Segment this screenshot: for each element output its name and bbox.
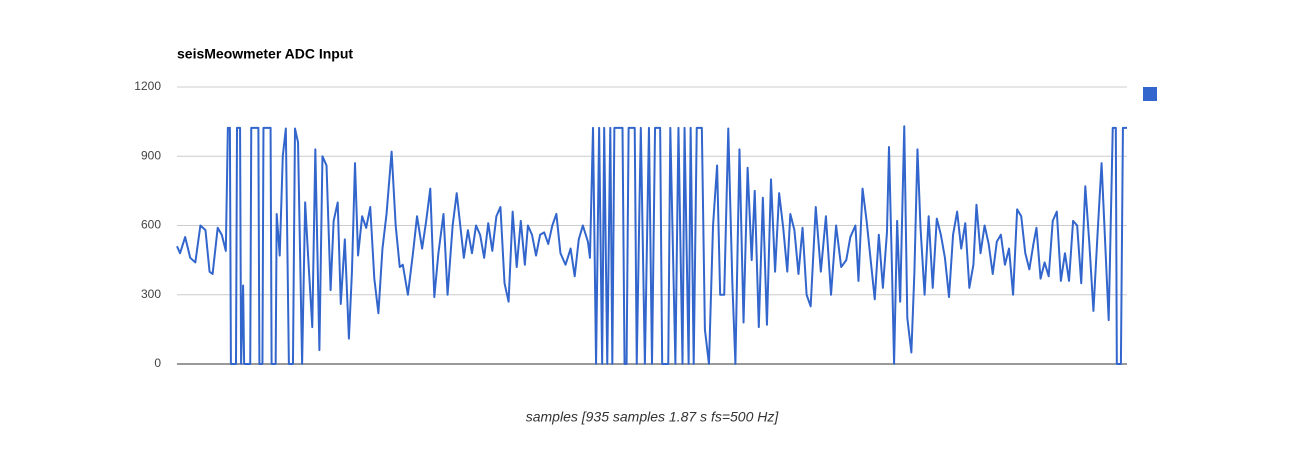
chart-title: seisMeowmeter ADC Input xyxy=(177,46,353,62)
y-tick-label: 1200 xyxy=(134,79,161,93)
legend-swatch xyxy=(1143,87,1157,101)
y-tick-label: 0 xyxy=(154,356,161,370)
x-axis-label: samples [935 samples 1.87 s fs=500 Hz] xyxy=(526,409,780,425)
series-line xyxy=(176,125,1127,365)
y-tick-label: 900 xyxy=(141,148,161,162)
y-tick-label: 600 xyxy=(141,218,161,232)
y-tick-label: 300 xyxy=(141,287,161,301)
